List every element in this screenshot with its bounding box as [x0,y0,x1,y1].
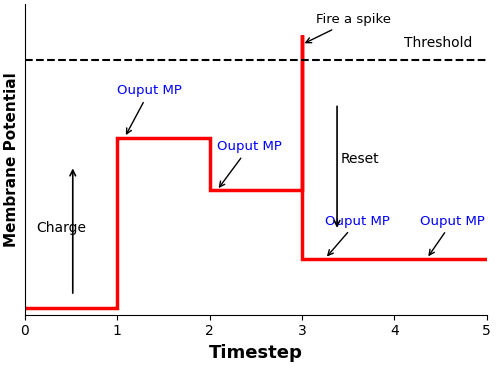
Text: Ouput MP: Ouput MP [117,84,182,134]
Text: Fire a spike: Fire a spike [306,13,391,43]
Text: Charge: Charge [36,221,86,235]
Y-axis label: Membrane Potential: Membrane Potential [4,72,19,247]
Text: Ouput MP: Ouput MP [217,140,282,187]
Text: Threshold: Threshold [404,36,472,50]
Text: Ouput MP: Ouput MP [420,214,485,255]
X-axis label: Timestep: Timestep [209,344,302,362]
Text: Reset: Reset [341,152,380,167]
Text: Ouput MP: Ouput MP [325,214,390,255]
